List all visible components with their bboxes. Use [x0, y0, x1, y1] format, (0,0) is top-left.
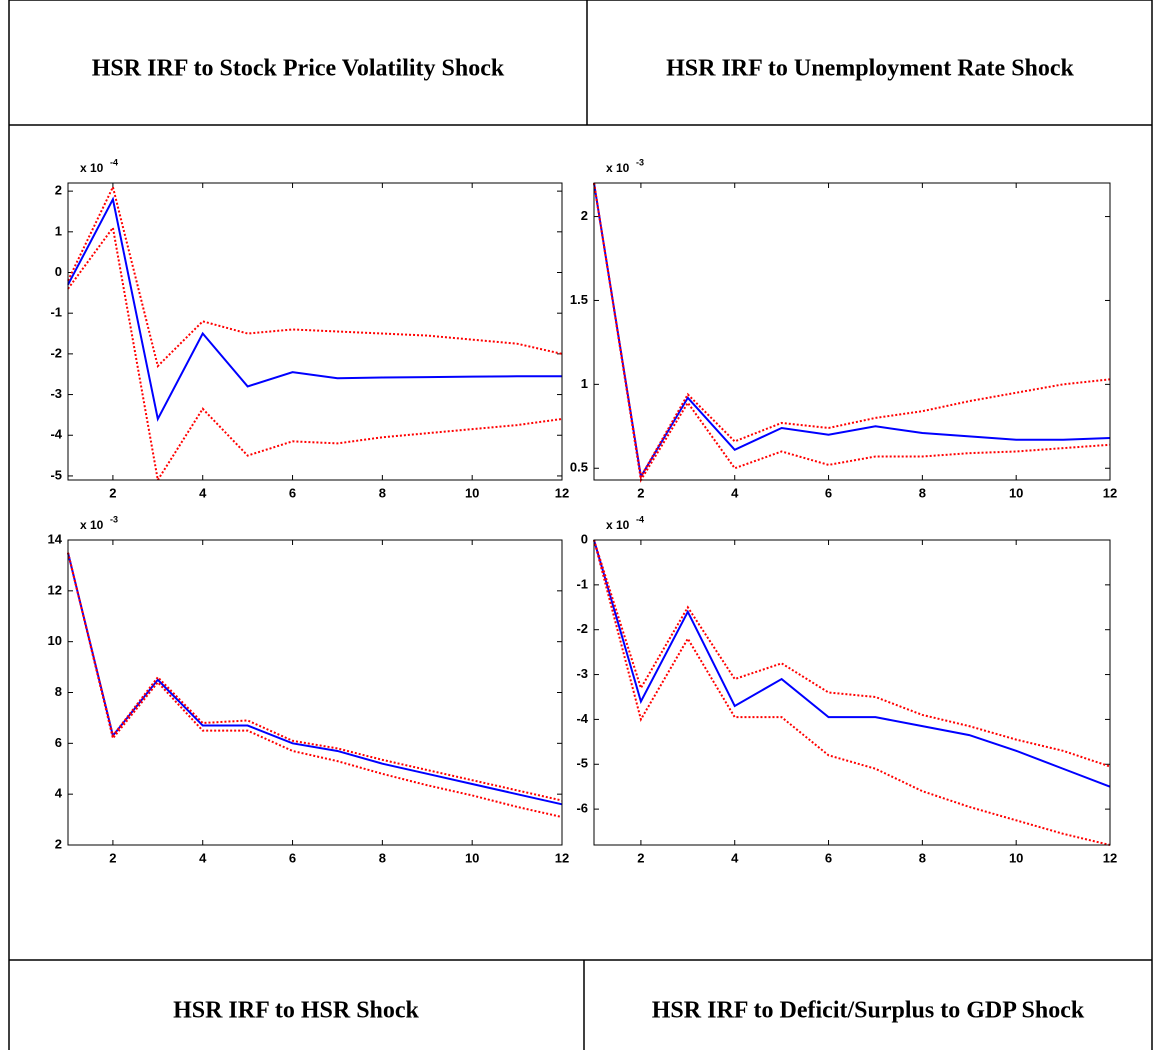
line-series [593, 539, 1111, 788]
x-tick-label: 2 [109, 850, 116, 865]
x-tick-label: 10 [1009, 485, 1023, 500]
axis-exponent: -4 [636, 514, 644, 524]
y-tick-label: 4 [55, 786, 63, 801]
y-tick-label: -1 [576, 576, 588, 591]
axis-multiplier: x 10 [80, 518, 104, 532]
axis-multiplier: x 10 [606, 161, 630, 175]
x-tick-label: 6 [289, 850, 296, 865]
line-series [593, 539, 1111, 846]
x-tick-label: 12 [555, 485, 569, 500]
x-tick-label: 10 [465, 485, 479, 500]
y-tick-label: 2 [581, 208, 588, 223]
axis-multiplier: x 10 [80, 161, 104, 175]
y-tick-label: 6 [55, 735, 62, 750]
x-tick-label: 4 [199, 485, 207, 500]
line-series [67, 196, 562, 422]
x-tick-label: 10 [1009, 850, 1023, 865]
line-series [67, 225, 563, 483]
y-tick-label: 0 [581, 531, 588, 546]
plot-frame [67, 182, 563, 481]
x-tick-label: 12 [1103, 850, 1117, 865]
plot-frame [593, 539, 1111, 846]
y-tick-label: 1 [581, 376, 588, 391]
x-tick-label: 6 [289, 485, 296, 500]
x-tick-label: 8 [919, 850, 926, 865]
y-tick-label: -6 [576, 801, 588, 816]
plot-frame [593, 182, 1111, 481]
y-tick-label: 0 [55, 264, 62, 279]
cell-header: HSR IRF to Unemployment Rate Shock [666, 56, 1074, 82]
axis-multiplier: x 10 [606, 518, 630, 532]
cell-header: HSR IRF to HSR Shock [173, 998, 419, 1024]
y-tick-label: -5 [50, 467, 62, 482]
x-tick-label: 6 [825, 485, 832, 500]
y-tick-label: 0.5 [570, 460, 588, 475]
axis-exponent: -3 [110, 514, 118, 524]
line-series [593, 539, 1111, 768]
y-tick-label: 14 [48, 531, 63, 546]
y-tick-label: -4 [50, 427, 62, 442]
line-series [67, 552, 563, 806]
x-tick-label: 8 [379, 850, 386, 865]
y-tick-label: 2 [55, 183, 62, 198]
y-tick-label: -3 [576, 666, 588, 681]
x-tick-label: 4 [731, 850, 739, 865]
line-series [67, 552, 563, 802]
line-series [593, 182, 1111, 480]
line-series [593, 182, 1111, 480]
x-tick-label: 8 [919, 485, 926, 500]
line-series [67, 184, 563, 369]
y-tick-label: -2 [576, 621, 588, 636]
line-series [593, 182, 1111, 483]
y-tick-label: 1.5 [570, 292, 588, 307]
x-tick-label: 10 [465, 850, 479, 865]
x-tick-label: 4 [731, 485, 739, 500]
line-series [67, 552, 563, 819]
plot-frame [67, 539, 563, 846]
y-tick-label: -5 [576, 756, 588, 771]
y-tick-label: -3 [50, 386, 62, 401]
x-tick-label: 8 [379, 485, 386, 500]
x-tick-label: 12 [1103, 485, 1117, 500]
x-tick-label: 2 [637, 485, 644, 500]
axis-exponent: -4 [110, 157, 118, 167]
y-tick-label: 8 [55, 684, 62, 699]
x-tick-label: 2 [109, 485, 116, 500]
x-tick-label: 6 [825, 850, 832, 865]
axis-exponent: -3 [636, 157, 644, 167]
y-tick-label: 12 [48, 582, 62, 597]
y-tick-label: 10 [48, 633, 62, 648]
y-tick-label: -2 [50, 345, 62, 360]
x-tick-label: 2 [637, 850, 644, 865]
y-tick-label: 2 [55, 836, 62, 851]
cell-header: HSR IRF to Stock Price Volatility Shock [92, 56, 505, 82]
x-tick-label: 4 [199, 850, 207, 865]
y-tick-label: -4 [576, 711, 588, 726]
y-tick-label: -1 [50, 305, 62, 320]
cell-header: HSR IRF to Deficit/Surplus to GDP Shock [652, 998, 1085, 1024]
y-tick-label: 1 [55, 223, 62, 238]
x-tick-label: 12 [555, 850, 569, 865]
